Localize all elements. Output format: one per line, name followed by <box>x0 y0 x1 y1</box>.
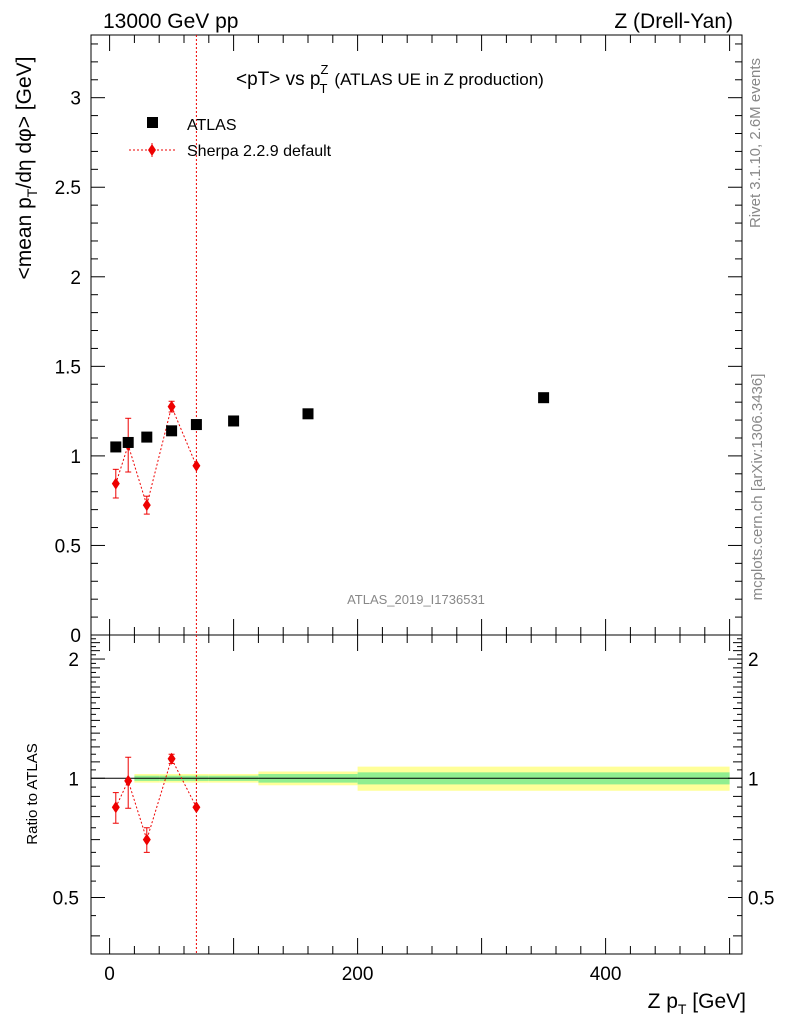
data-series <box>110 392 550 453</box>
ratio-y-axis: 0.5 0.5 1 1 2 2 <box>53 638 774 937</box>
mc-point <box>111 477 120 490</box>
main-y-label-pre: <mean p <box>13 197 36 279</box>
data-point <box>166 425 178 437</box>
x-axis-label-post: [GeV] <box>686 990 746 1013</box>
mc-point <box>142 499 151 512</box>
x-axis-label-pre: Z p <box>648 990 678 1013</box>
main-y-tick-label: 2 <box>70 268 81 289</box>
ratio-y-tick-label-right: 2 <box>748 650 759 671</box>
ratio-y-tick-label-right: 0.5 <box>748 888 774 909</box>
data-point <box>110 441 122 453</box>
x-axis-label: Z pT [GeV] <box>648 990 746 1017</box>
legend: ATLAS Sherpa 2.2.9 default <box>129 117 332 160</box>
chart-title-sub: T <box>319 81 327 96</box>
ratio-x-axis: 0 200 400 <box>104 635 731 985</box>
ratio-mc-point <box>124 774 133 787</box>
ratio-mc-line <box>115 757 197 842</box>
ratio-mc-point <box>167 752 176 765</box>
data-point <box>190 419 202 431</box>
data-point <box>122 436 134 448</box>
x-tick-label: 200 <box>342 964 374 985</box>
legend-data-marker <box>147 117 158 128</box>
data-point <box>228 415 240 427</box>
data-point <box>538 392 550 404</box>
ratio-mc-series <box>111 752 201 853</box>
main-x-ticks <box>109 35 731 635</box>
main-y-label: <mean pT/dη dφ> [GeV] <box>13 57 40 280</box>
process-label: Z (Drell-Yan) <box>614 10 733 33</box>
ratio-frame <box>90 634 743 955</box>
chart-title-main: <pT> vs p <box>236 69 321 90</box>
chart-title: <pT> vs pZ T (ATLAS UE in Z production) <box>236 62 544 96</box>
main-y-axis: 0 0.5 1 1.5 2 2.5 3 <box>55 43 742 647</box>
main-y-tick-label: 1.5 <box>55 357 81 378</box>
x-axis-label-sub: T <box>678 1001 687 1017</box>
ratio-panel: 0.5 0.5 1 1 2 2 0 200 400 Ratio to ATLAS Z pT [… <box>24 634 774 1017</box>
main-y-label-post: /dη dφ> [GeV] <box>13 57 36 189</box>
mc-point <box>167 400 176 413</box>
main-y-tick-label: 2.5 <box>55 178 81 199</box>
main-panel: 00.511.522.53 <pT> vs pZ T (ATLAS UE in Z … <box>13 34 743 647</box>
rivet-label: Rivet 3.1.10, 2.6M events <box>747 58 764 228</box>
data-point <box>302 408 314 420</box>
legend-mc-label: Sherpa 2.2.9 default <box>187 143 332 160</box>
ratio-y-tick-label-right: 1 <box>748 769 759 790</box>
ratio-y-tick-label: 1 <box>68 769 79 790</box>
analysis-label: ATLAS_2019_I1736531 <box>347 592 485 607</box>
main-y-tick-label: 0.5 <box>55 536 81 557</box>
ratio-mc-point <box>142 833 151 846</box>
ratio-mc-point <box>111 801 120 814</box>
ratio-y-label: Ratio to ATLAS <box>24 743 41 844</box>
x-tick-label: 0 <box>104 964 115 985</box>
mc-series <box>111 400 201 515</box>
ratio-y-tick-label: 2 <box>68 650 79 671</box>
chart-title-tail: (ATLAS UE in Z production) <box>334 70 543 89</box>
legend-data-label: ATLAS <box>187 117 237 134</box>
ratio-mc-point <box>192 801 201 814</box>
data-point <box>141 431 153 443</box>
chart-title-sup: Z <box>321 62 329 77</box>
main-y-label-sub: T <box>24 188 40 197</box>
ratio-y-tick-label: 0.5 <box>53 888 79 909</box>
x-tick-label: 400 <box>590 964 622 985</box>
energy-label: 13000 GeV pp <box>103 10 238 33</box>
main-y-tick-label: 0 <box>70 626 81 647</box>
mc-point <box>192 459 201 472</box>
mcplots-label: mcplots.cern.ch [arXiv:1306.3436] <box>749 374 766 601</box>
main-y-tick-label: 3 <box>70 89 81 110</box>
main-y-tick-label: 1 <box>70 447 81 468</box>
legend-mc-marker <box>148 144 156 156</box>
